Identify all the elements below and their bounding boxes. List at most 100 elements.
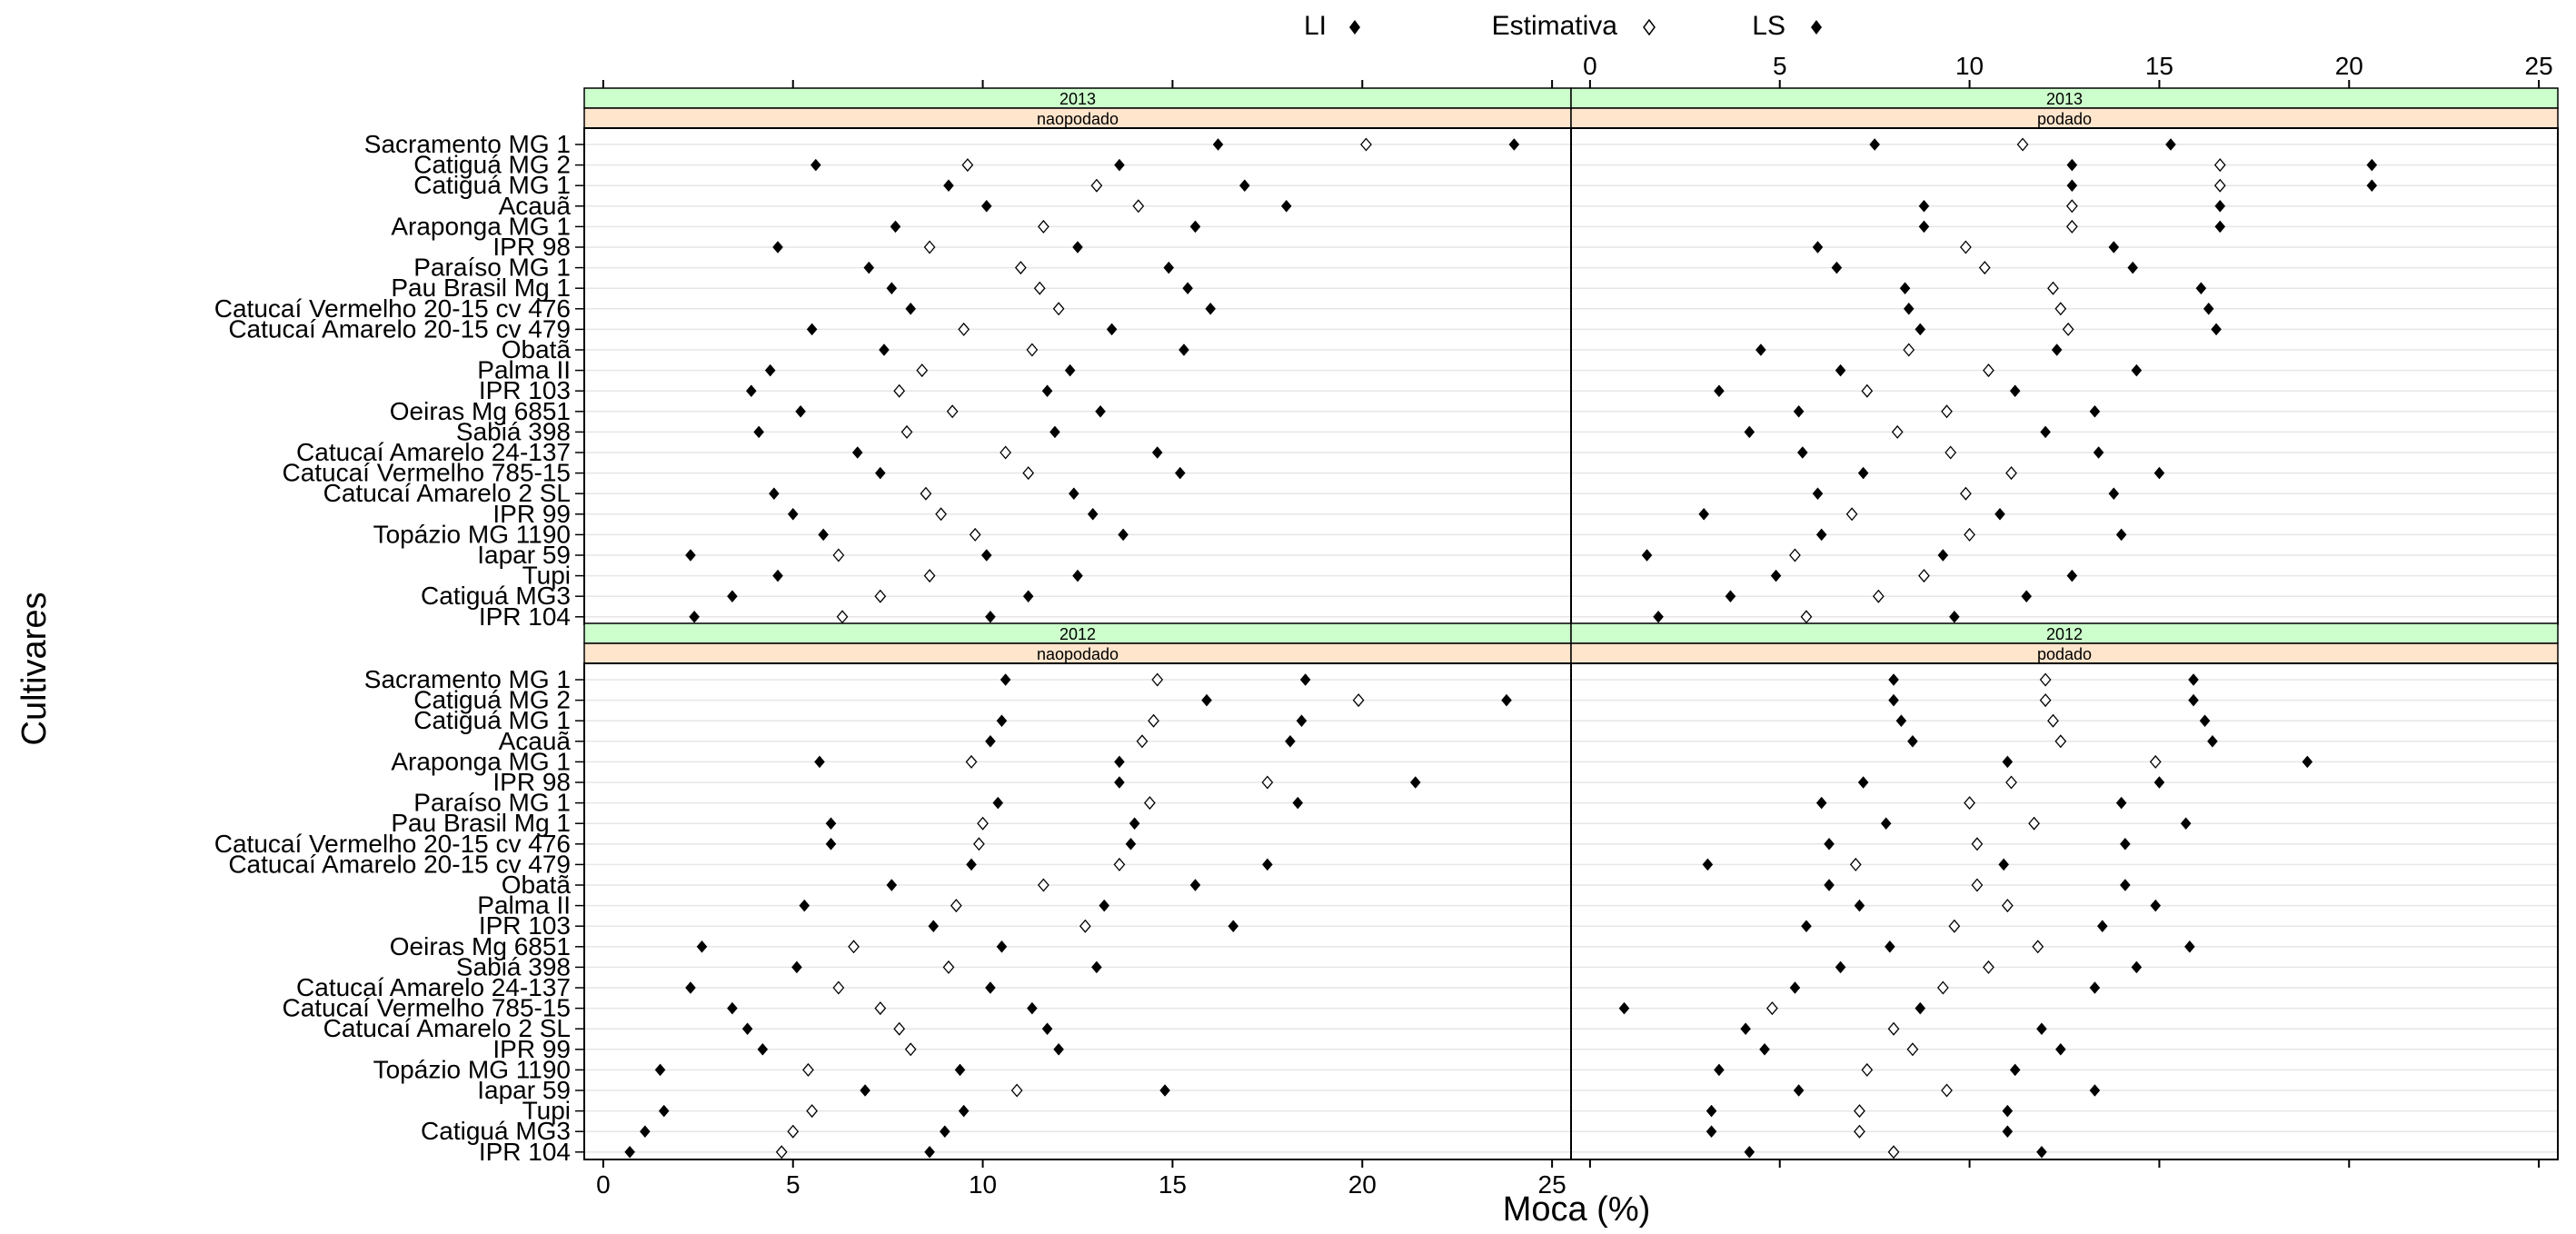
- point-li: [1201, 693, 1212, 707]
- point-estimativa: [1136, 734, 1149, 749]
- point-ls: [1189, 220, 1201, 234]
- tick-label: 25: [2525, 52, 2553, 80]
- point-estimativa: [2001, 899, 2014, 913]
- panel-border: [583, 127, 1572, 625]
- point-li: [879, 343, 890, 356]
- point-li: [757, 1042, 769, 1056]
- point-li: [1744, 1145, 1755, 1159]
- tick-label: 5: [1773, 52, 1787, 80]
- point-ls: [1998, 858, 2010, 871]
- point-li: [1793, 1084, 1805, 1097]
- point-ls: [2183, 940, 2195, 953]
- category-label: IPR 98: [492, 768, 571, 796]
- point-li: [1880, 817, 1892, 831]
- y-axis-title: Cultivares: [15, 592, 54, 746]
- point-li: [860, 1084, 870, 1097]
- point-estimativa: [836, 610, 849, 624]
- point-estimativa: [2016, 137, 2029, 152]
- tick-label: 20: [1348, 1170, 1377, 1199]
- point-estimativa: [2005, 775, 2017, 790]
- point-estimativa: [1800, 610, 1813, 624]
- point-ls: [1174, 466, 1186, 480]
- point-estimativa: [1010, 1083, 1023, 1098]
- category-label: Catucaí Vermelho 20-15 cv 476: [214, 830, 571, 858]
- point-ls: [1182, 282, 1193, 295]
- category-label: Topázio MG 1190: [373, 1055, 571, 1083]
- point-estimativa: [1971, 878, 1984, 892]
- category-label: IPR 104: [479, 602, 571, 631]
- panel-2013-podado: 2013 podado: [1570, 87, 2559, 625]
- point-estimativa: [893, 1021, 906, 1036]
- point-li: [886, 282, 898, 295]
- panel-2012-podado: 2012 podado: [1570, 622, 2559, 1160]
- point-estimativa: [1887, 1021, 1900, 1036]
- point-li: [851, 446, 863, 459]
- point-ls: [1114, 158, 1125, 172]
- point-li: [727, 1001, 738, 1015]
- point-li: [685, 549, 696, 562]
- point-ls: [985, 981, 996, 994]
- tick-label: 20: [2335, 52, 2363, 80]
- point-li: [1212, 138, 1224, 151]
- tick-label: 15: [2145, 52, 2173, 80]
- point-li: [2066, 158, 2078, 172]
- tick-label: 15: [1159, 1170, 1187, 1199]
- point-estimativa: [806, 1104, 818, 1119]
- point-li: [1918, 220, 1930, 234]
- point-estimativa: [832, 548, 845, 562]
- point-ls: [2002, 1104, 2014, 1118]
- category-label: Sacramento MG 1: [364, 130, 571, 158]
- point-estimativa: [1132, 199, 1145, 214]
- point-estimativa: [874, 589, 887, 603]
- point-ls: [2366, 179, 2378, 193]
- point-estimativa: [1090, 178, 1103, 193]
- point-ls: [1915, 1001, 1926, 1015]
- point-li: [654, 1063, 666, 1077]
- point-li: [1706, 1125, 1717, 1139]
- point-li: [1812, 241, 1824, 254]
- point-estimativa: [2032, 940, 2044, 954]
- point-estimativa: [2149, 754, 2162, 769]
- category-label: IPR 99: [492, 1035, 571, 1063]
- point-li: [1755, 343, 1766, 356]
- panel-border: [583, 662, 1572, 1160]
- point-li: [1899, 282, 1911, 295]
- strip-year-label: 2013: [1059, 90, 1096, 108]
- category-label: Catiguá MG3: [421, 582, 571, 610]
- point-ls: [2054, 1042, 2066, 1056]
- strip-year-label: 2012: [2046, 625, 2083, 643]
- point-ls: [2066, 569, 2078, 582]
- point-estimativa: [1906, 1042, 1919, 1057]
- point-li: [814, 755, 825, 769]
- point-ls: [1179, 343, 1189, 356]
- point-estimativa: [961, 158, 974, 173]
- point-estimativa: [923, 569, 936, 583]
- category-label: Palma II: [477, 891, 571, 920]
- category-label: Catiguá MG 1: [413, 171, 571, 199]
- point-estimativa: [1944, 445, 1957, 460]
- point-li: [1698, 507, 1710, 521]
- point-li: [825, 837, 837, 851]
- point-estimativa: [1978, 261, 1991, 275]
- category-label: Iapar 59: [477, 541, 571, 569]
- point-li: [624, 1145, 635, 1159]
- point-li: [685, 981, 696, 994]
- point-ls: [2150, 899, 2162, 912]
- point-li: [1706, 1104, 1717, 1118]
- point-ls: [1087, 507, 1099, 521]
- point-ls: [2089, 1084, 2101, 1097]
- point-ls: [1994, 507, 2005, 521]
- point-ls: [1072, 241, 1083, 254]
- x-axis-top: 0 5 10 15 20 25: [602, 52, 2553, 88]
- point-li: [825, 817, 837, 831]
- point-estimativa: [2213, 158, 2226, 173]
- point-li: [764, 363, 776, 377]
- point-li: [745, 384, 757, 398]
- point-estimativa: [1960, 486, 1972, 501]
- point-estimativa: [900, 424, 913, 439]
- legend-label-ls: LS: [1752, 11, 1785, 41]
- point-ls: [1159, 1084, 1170, 1097]
- point-estimativa: [1887, 1145, 1900, 1159]
- strip-treatment-label: podado: [2037, 110, 2092, 128]
